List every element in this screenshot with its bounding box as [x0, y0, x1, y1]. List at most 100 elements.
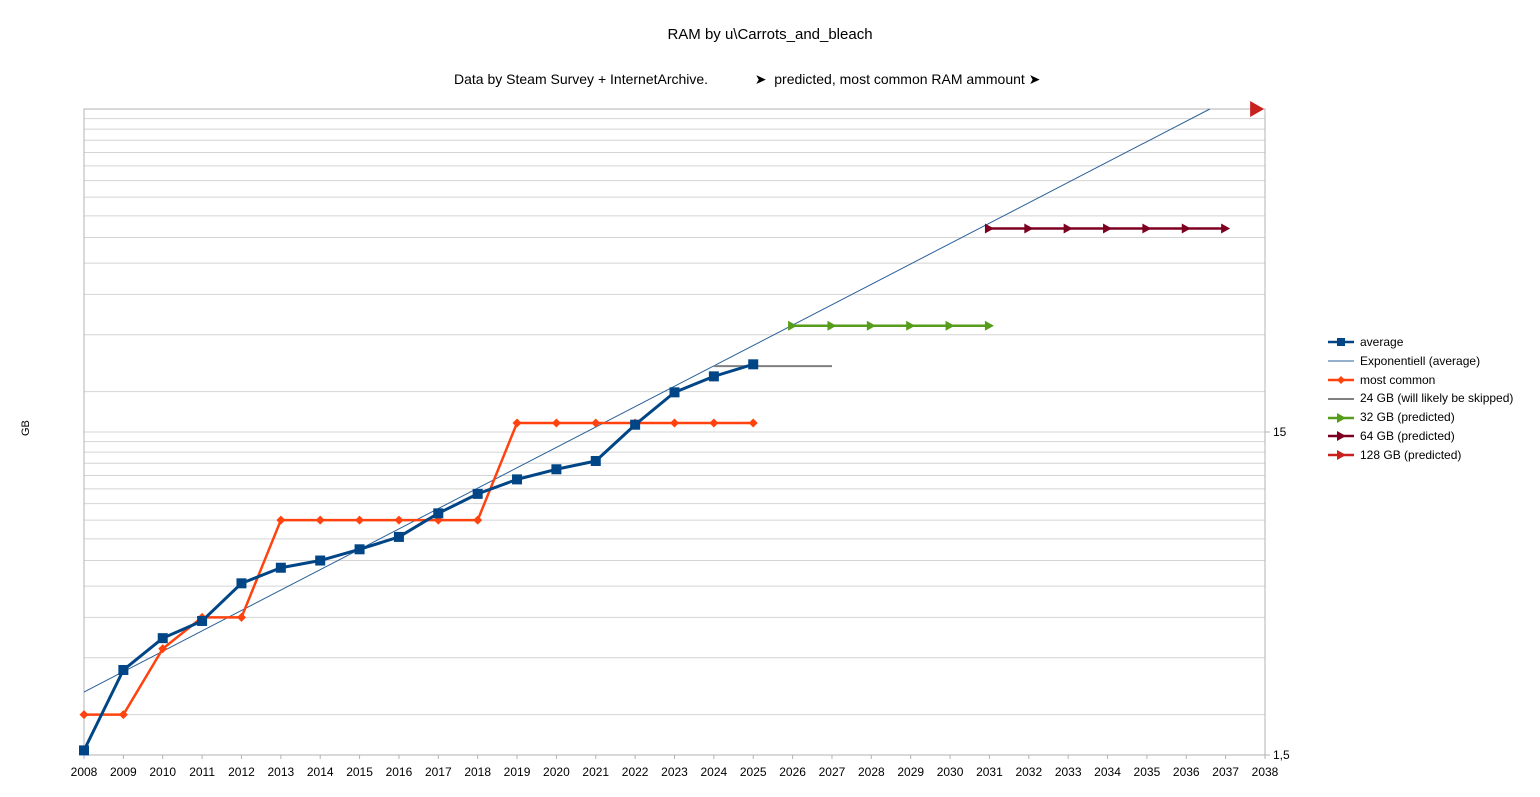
x-tick-label: 2036: [1173, 765, 1200, 779]
y-tick-label: 15: [1273, 425, 1287, 439]
legend-item: 24 GB (will likely be skipped): [1326, 389, 1513, 408]
data-point: [158, 644, 168, 654]
chart-subtitle: Data by Steam Survey + InternetArchive. …: [454, 71, 1041, 87]
x-tick-label: 2015: [346, 765, 373, 779]
data-point: [709, 418, 719, 428]
data-point: [315, 515, 325, 525]
legend-item: 128 GB (predicted): [1326, 446, 1513, 465]
y-tick-label: 1,5: [1273, 748, 1290, 762]
x-tick-label: 2032: [1015, 765, 1042, 779]
legend-item: most common: [1326, 371, 1513, 390]
data-point: [512, 418, 522, 428]
x-tick-label: 2016: [386, 765, 413, 779]
data-point: [1181, 223, 1191, 234]
x-tick-label: 2013: [267, 765, 294, 779]
legend-swatch: [1328, 360, 1354, 362]
legend-label: 128 GB (predicted): [1360, 447, 1462, 462]
data-point: [1250, 101, 1265, 117]
x-tick-label: 2019: [504, 765, 531, 779]
data-point: [79, 745, 89, 756]
data-point: [591, 418, 601, 428]
data-point: [1142, 223, 1152, 234]
legend-label: 64 GB (predicted): [1360, 428, 1455, 443]
legend-swatch: [1328, 375, 1354, 384]
data-point: [275, 562, 286, 573]
x-tick-label: 2014: [307, 765, 334, 779]
data-point: [355, 515, 365, 525]
legend-label: 24 GB (will likely be skipped): [1360, 391, 1514, 406]
x-tick-label: 2028: [858, 765, 885, 779]
data-point: [197, 615, 208, 626]
x-tick-label: 2027: [819, 765, 846, 779]
chart-legend: average Exponentiell (average) most common…: [1326, 333, 1513, 465]
data-point: [866, 320, 876, 331]
data-point: [433, 508, 444, 519]
chart-title: RAM by u\Carrots_and_bleach: [667, 26, 873, 43]
legend-label: 32 GB (predicted): [1360, 410, 1455, 425]
data-point: [236, 578, 247, 589]
data-point: [79, 710, 89, 720]
data-point: [788, 320, 798, 331]
data-point: [473, 515, 483, 525]
data-point: [708, 371, 719, 382]
x-tick-label: 2023: [661, 765, 688, 779]
x-tick-label: 2009: [110, 765, 137, 779]
x-tick-label: 2018: [464, 765, 491, 779]
data-point: [590, 455, 601, 466]
data-point: [354, 544, 365, 555]
legend-item: 32 GB (predicted): [1326, 408, 1513, 427]
series-line: [84, 421, 754, 716]
legend-label: Exponentiell (average): [1360, 353, 1481, 368]
x-tick-label: 2038: [1252, 765, 1279, 779]
data-point: [630, 419, 641, 430]
data-point: [118, 664, 129, 675]
x-tick-label: 2024: [701, 765, 728, 779]
x-tick-label: 2034: [1094, 765, 1121, 779]
legend-item: average: [1326, 333, 1513, 352]
data-point: [393, 531, 404, 542]
x-tick-label: 2025: [740, 765, 767, 779]
x-tick-label: 2026: [779, 765, 806, 779]
data-point: [1063, 223, 1073, 234]
data-point: [748, 359, 759, 370]
data-point: [236, 612, 246, 622]
data-point: [827, 320, 837, 331]
x-tick-label: 2011: [189, 765, 215, 779]
data-point: [669, 387, 680, 398]
data-point: [551, 418, 561, 428]
x-tick-label: 2017: [425, 765, 452, 779]
series-line: [82, 362, 754, 752]
x-tick-label: 2022: [622, 765, 649, 779]
x-tick-label: 2012: [228, 765, 255, 779]
data-point: [1221, 223, 1231, 234]
data-point: [276, 515, 286, 525]
x-tick-label: 2031: [976, 765, 1003, 779]
data-point: [1024, 223, 1034, 234]
data-point: [315, 555, 326, 566]
data-point: [1103, 223, 1113, 234]
legend-swatch: [1328, 412, 1354, 423]
legend-swatch: [1328, 397, 1354, 400]
x-tick-label: 2029: [897, 765, 924, 779]
data-point: [472, 488, 483, 499]
data-point: [748, 418, 758, 428]
data-point: [984, 320, 994, 331]
data-point: [157, 633, 168, 644]
x-tick-label: 2010: [149, 765, 176, 779]
x-tick-label: 2033: [1055, 765, 1082, 779]
legend-label: average: [1360, 335, 1404, 349]
data-point: [670, 418, 679, 428]
x-tick-label: 2037: [1212, 765, 1239, 779]
data-point: [512, 474, 523, 485]
legend-swatch: [1328, 450, 1354, 461]
data-point: [118, 710, 128, 720]
data-point: [945, 320, 955, 331]
legend-item: 64 GB (predicted): [1326, 427, 1513, 446]
x-tick-label: 2008: [71, 765, 98, 779]
x-tick-label: 2020: [543, 765, 570, 779]
data-point: [394, 515, 404, 525]
data-point: [984, 223, 994, 234]
x-tick-label: 2035: [1134, 765, 1161, 779]
data-point: [551, 464, 562, 475]
